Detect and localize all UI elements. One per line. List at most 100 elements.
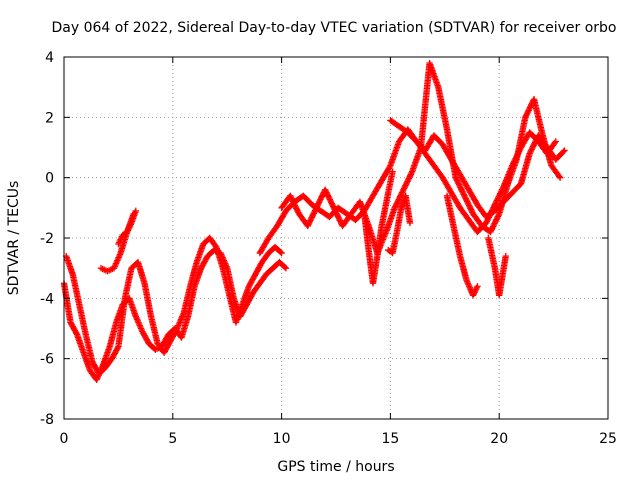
x-tick-label: 0 <box>60 431 69 447</box>
interp-point <box>326 196 334 203</box>
interp-point <box>323 190 331 198</box>
series-trace-4 <box>115 207 140 248</box>
series-trace-2 <box>62 234 285 377</box>
interp-point <box>495 193 503 200</box>
interp-point <box>494 194 502 202</box>
data-point <box>556 174 564 181</box>
interp-point <box>335 215 343 223</box>
interp-point <box>483 218 491 225</box>
interp-point <box>325 193 332 200</box>
interp-point <box>515 149 522 157</box>
interp-point <box>459 188 466 195</box>
interp-point <box>335 214 342 221</box>
interp-point <box>173 326 180 334</box>
interp-point <box>406 172 414 180</box>
interp-point <box>403 179 411 186</box>
interp-point <box>497 190 504 197</box>
interp-point <box>513 152 521 160</box>
interp-point <box>332 208 340 216</box>
interp-point <box>334 212 342 220</box>
series-trace-11 <box>385 192 414 257</box>
y-tick-label: -8 <box>40 412 54 428</box>
interp-point <box>324 192 331 199</box>
interp-point <box>484 216 491 224</box>
interp-point <box>529 144 536 152</box>
interp-point <box>459 189 467 197</box>
interp-point <box>73 329 80 337</box>
data-point <box>313 204 320 212</box>
interp-point <box>311 208 318 216</box>
interp-point <box>528 101 535 109</box>
interp-point <box>487 209 495 217</box>
interp-point <box>493 214 501 222</box>
data-point <box>522 114 529 121</box>
series-trace-10 <box>361 168 396 287</box>
interp-point <box>491 219 499 226</box>
interp-point <box>307 217 314 224</box>
interp-point <box>329 203 337 210</box>
interp-point <box>457 184 464 191</box>
interp-point <box>293 206 301 213</box>
interp-point <box>465 200 472 208</box>
interp-point <box>392 201 400 209</box>
interp-point <box>328 200 336 207</box>
interp-point <box>393 200 400 207</box>
interp-point <box>331 206 338 213</box>
y-tick-label: 4 <box>45 50 54 66</box>
interp-point <box>463 196 470 204</box>
interp-point <box>493 216 500 223</box>
interp-point <box>524 109 531 117</box>
interp-point <box>322 187 329 195</box>
data-point <box>321 186 329 193</box>
data-point <box>330 204 338 212</box>
interp-point <box>314 201 321 209</box>
interp-point <box>492 217 500 225</box>
interp-point <box>307 215 315 223</box>
interp-point <box>325 194 333 202</box>
interp-point <box>490 221 498 229</box>
interp-point <box>490 204 497 211</box>
interp-point <box>522 112 530 120</box>
interp-point <box>512 155 519 162</box>
interp-point <box>402 180 410 188</box>
interp-point <box>317 194 325 202</box>
series-trace-7 <box>387 117 559 236</box>
interp-point <box>212 242 219 249</box>
data-point <box>561 147 568 154</box>
interp-point <box>488 207 496 214</box>
data-point <box>391 204 398 212</box>
interp-point <box>310 210 317 217</box>
interp-point <box>466 203 473 211</box>
interp-point <box>308 214 315 221</box>
interp-point <box>317 196 324 203</box>
interp-point <box>315 200 322 207</box>
interp-point <box>555 173 563 180</box>
interp-point <box>289 196 296 204</box>
interp-point <box>327 199 335 206</box>
interp-point <box>336 217 344 224</box>
interp-point <box>551 139 559 147</box>
interp-point <box>524 108 532 115</box>
interp-point <box>333 210 340 217</box>
interp-point <box>455 180 462 187</box>
interp-point <box>305 221 312 228</box>
interp-point <box>287 193 295 201</box>
y-axis-label: SDTVAR / TECUs <box>6 181 22 296</box>
interp-point <box>530 141 537 149</box>
interp-point <box>467 206 475 213</box>
data-point <box>502 252 509 260</box>
interp-point <box>312 206 319 213</box>
interp-point <box>484 215 492 222</box>
interp-point <box>516 147 523 154</box>
interp-point <box>292 203 299 211</box>
interp-point <box>528 146 535 153</box>
data-point <box>287 192 294 199</box>
interp-point <box>456 182 463 190</box>
interp-point <box>461 193 469 201</box>
interp-point <box>509 161 517 168</box>
y-tick-label: -6 <box>40 352 54 368</box>
interp-point <box>488 225 496 233</box>
interp-point <box>498 187 505 195</box>
interp-point <box>281 263 289 271</box>
interp-point <box>291 200 298 208</box>
